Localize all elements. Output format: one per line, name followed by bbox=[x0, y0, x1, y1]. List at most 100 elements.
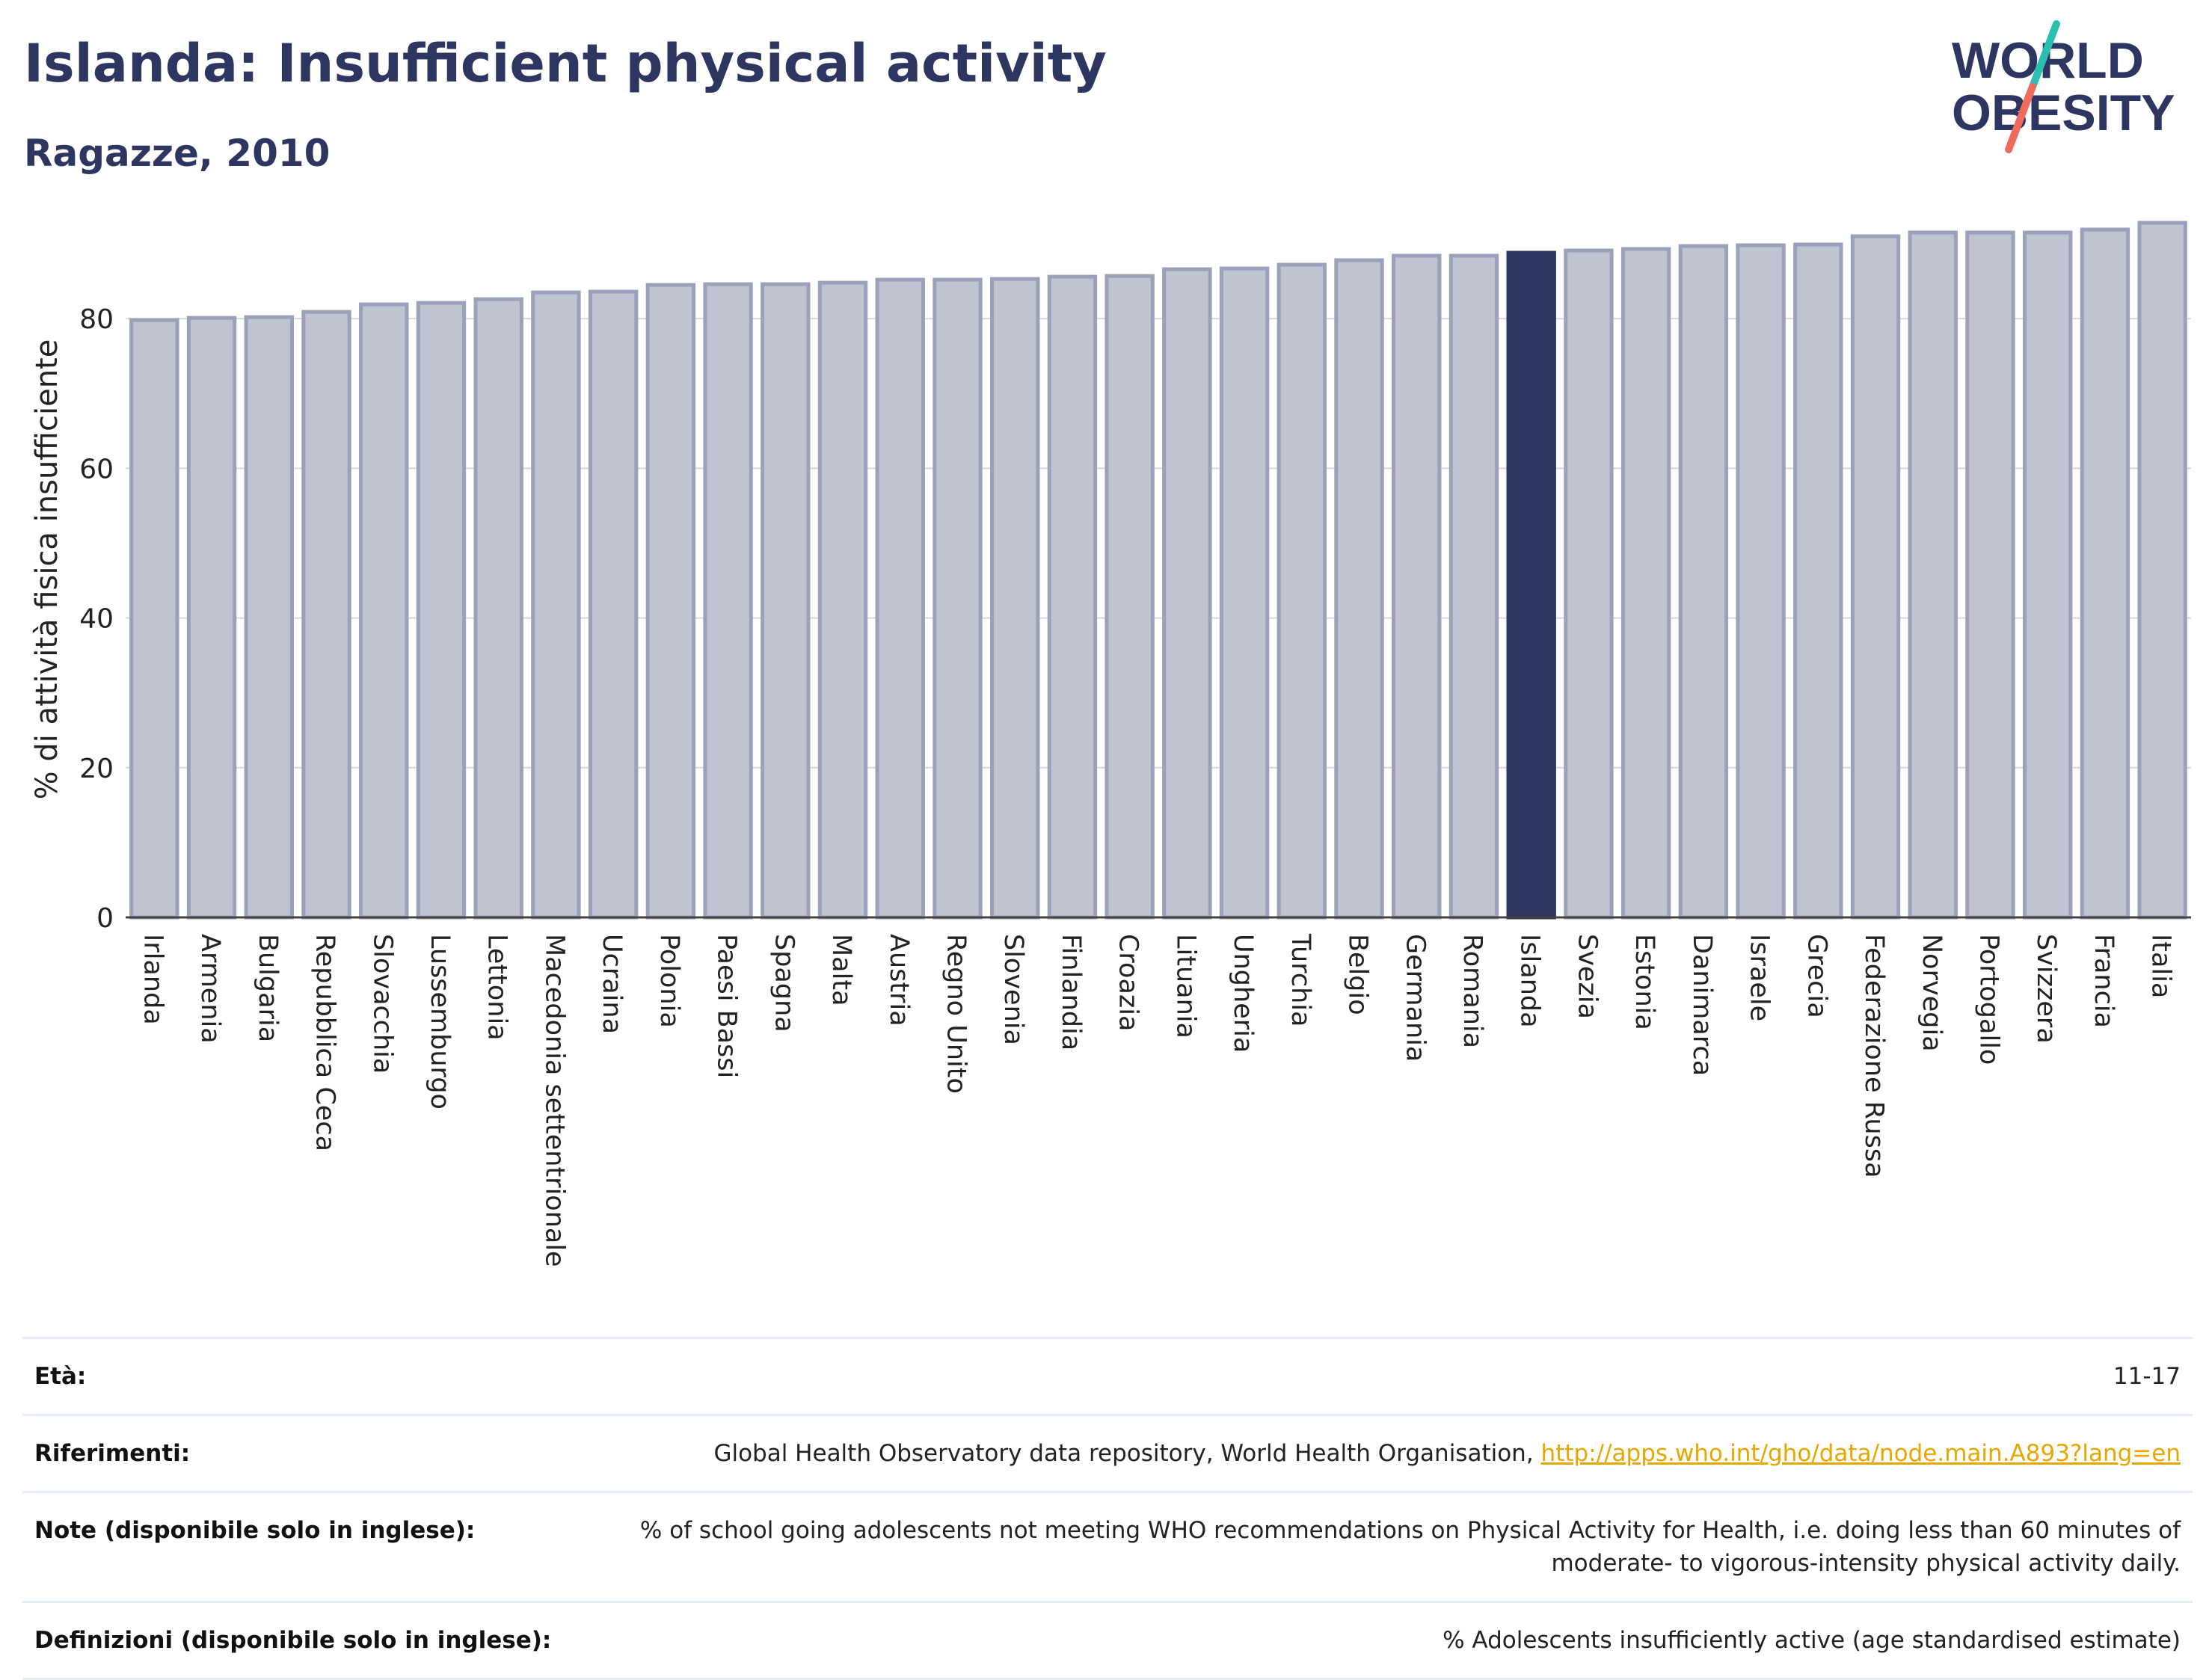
bar bbox=[416, 301, 467, 920]
y-tick-label: 20 bbox=[79, 754, 114, 784]
x-tick-label: Slovenia bbox=[998, 934, 1028, 1045]
x-tick-label: Belgio bbox=[1343, 934, 1373, 1015]
bar bbox=[875, 277, 925, 920]
bar bbox=[1276, 262, 1327, 920]
x-tick-label: Italia bbox=[2146, 934, 2176, 998]
bar bbox=[990, 277, 1040, 920]
x-tick-label: Federazione Russa bbox=[1859, 934, 1889, 1178]
logo-line2: OBESITY bbox=[1952, 84, 2175, 141]
x-tick-label: Estonia bbox=[1629, 934, 1659, 1030]
bar bbox=[1448, 253, 1499, 920]
y-tick-label: 40 bbox=[79, 604, 114, 635]
reference-link[interactable]: http://apps.who.int/gho/data/node.main.A… bbox=[1540, 1440, 2181, 1467]
x-tick-label: Romania bbox=[1457, 934, 1487, 1048]
bar-chart: 0 20 40 60 80 Irlanda Armenia Bulgaria Repubblic… bbox=[30, 221, 2191, 1267]
x-tick-label: Spagna bbox=[769, 934, 799, 1033]
x-tick-label: Svezia bbox=[1572, 934, 1602, 1019]
x-tick-label: Malta bbox=[826, 934, 856, 1006]
y-tick-label: 60 bbox=[79, 454, 114, 484]
reference-text: Global Health Observatory data repositor… bbox=[713, 1440, 1541, 1467]
bar bbox=[1105, 274, 1155, 920]
footer-value: % Adolescents insufficiently active (age… bbox=[1443, 1627, 2181, 1654]
bar bbox=[1334, 258, 1384, 920]
bar bbox=[817, 280, 868, 920]
bar bbox=[645, 283, 696, 920]
bar bbox=[1678, 244, 1729, 920]
x-tick-label: Polonia bbox=[654, 934, 684, 1028]
x-tick-label: Austria bbox=[884, 934, 914, 1027]
x-tick-label: Danimarca bbox=[1687, 934, 1717, 1076]
logo-slash-top bbox=[2029, 20, 2060, 90]
bar bbox=[1047, 274, 1098, 920]
x-tick-label: Ucraina bbox=[597, 934, 627, 1034]
x-tick-label: Regno Unito bbox=[941, 934, 971, 1094]
page-title: Islanda: Insufficient physical activity bbox=[24, 33, 1107, 94]
x-tick-label: Portogallo bbox=[1973, 934, 2003, 1065]
bar bbox=[2023, 230, 2073, 920]
footer-label: Note (disponibile solo in inglese): bbox=[34, 1517, 476, 1544]
x-tick-label: Slovacchia bbox=[367, 934, 397, 1074]
footer-value: Global Health Observatory data repositor… bbox=[713, 1437, 2181, 1470]
footer-table: Età: 11-17 Riferimenti: Global Health Ob… bbox=[22, 1337, 2193, 1680]
footer-row-references: Riferimenti: Global Health Observatory d… bbox=[22, 1414, 2193, 1491]
bar bbox=[1793, 242, 1843, 920]
bar bbox=[703, 282, 753, 920]
y-tick-label: 80 bbox=[79, 304, 114, 335]
bar bbox=[761, 282, 811, 920]
bar bbox=[473, 297, 523, 920]
x-tick-label: Grecia bbox=[1801, 934, 1831, 1018]
x-tick-label: Lussemburgo bbox=[425, 934, 455, 1110]
x-tick-label: Repubblica Ceca bbox=[310, 934, 340, 1151]
x-tick-label: Svizzera bbox=[2031, 934, 2061, 1044]
footer-row-age: Età: 11-17 bbox=[22, 1337, 2193, 1414]
bar bbox=[531, 290, 581, 920]
x-tick-label: Norvegia bbox=[1917, 934, 1947, 1052]
footer-label: Definizioni (disponibile solo in inglese… bbox=[34, 1627, 552, 1654]
bar bbox=[129, 318, 179, 920]
bar bbox=[588, 289, 639, 920]
x-tick-label: Lituania bbox=[1170, 934, 1200, 1039]
bar bbox=[1564, 248, 1614, 920]
y-axis-label: % di attività fisica insufficiente bbox=[30, 339, 64, 800]
x-tick-label: Lettonia bbox=[482, 934, 512, 1041]
footer-value: % of school going adolescents not meetin… bbox=[639, 1517, 2181, 1577]
bar bbox=[1908, 230, 1958, 920]
x-tick-label: Finlandia bbox=[1056, 934, 1086, 1050]
x-tick-label: Israele bbox=[1745, 934, 1775, 1021]
world-obesity-logo: WORLD OBESITY bbox=[1952, 20, 2175, 153]
x-tick-label: Ungheria bbox=[1228, 934, 1258, 1053]
bar bbox=[1219, 266, 1270, 920]
bar bbox=[1506, 250, 1556, 920]
y-tick-label: 0 bbox=[96, 903, 114, 934]
x-tick-label: Croazia bbox=[1113, 934, 1143, 1031]
bar bbox=[1392, 253, 1442, 920]
x-tick-label: Turchia bbox=[1285, 933, 1315, 1027]
bar bbox=[1162, 267, 1212, 920]
bar bbox=[1620, 247, 1671, 920]
bar bbox=[933, 277, 983, 920]
bar bbox=[1850, 234, 1901, 920]
x-tick-label: Bulgaria bbox=[253, 934, 283, 1042]
x-tick-label: Germania bbox=[1400, 934, 1430, 1062]
footer-row-definitions: Definizioni (disponibile solo in inglese… bbox=[22, 1601, 2193, 1680]
footer-row-notes: Note (disponibile solo in inglese): % of… bbox=[22, 1491, 2193, 1601]
x-tick-label: Francia bbox=[2089, 934, 2119, 1028]
bar bbox=[2137, 221, 2187, 920]
bar bbox=[244, 315, 294, 920]
x-tick-label: Paesi Bassi bbox=[712, 934, 742, 1078]
footer-label: Riferimenti: bbox=[34, 1440, 191, 1467]
bar bbox=[186, 316, 237, 920]
bar bbox=[1736, 243, 1786, 920]
page-subtitle: Ragazze, 2010 bbox=[24, 132, 331, 175]
bar bbox=[359, 302, 409, 920]
x-tick-label: Irlanda bbox=[138, 934, 168, 1025]
x-tick-label: Armenia bbox=[195, 934, 225, 1044]
x-tick-label: Islanda bbox=[1515, 934, 1545, 1028]
x-tick-label: Macedonia settentrionale bbox=[539, 934, 569, 1267]
bar bbox=[301, 310, 351, 920]
logo-slash-bottom bbox=[2005, 83, 2036, 153]
footer-label: Età: bbox=[34, 1363, 87, 1390]
bar bbox=[1965, 230, 2015, 920]
footer-value: 11-17 bbox=[2113, 1363, 2181, 1390]
bar bbox=[2080, 227, 2130, 920]
